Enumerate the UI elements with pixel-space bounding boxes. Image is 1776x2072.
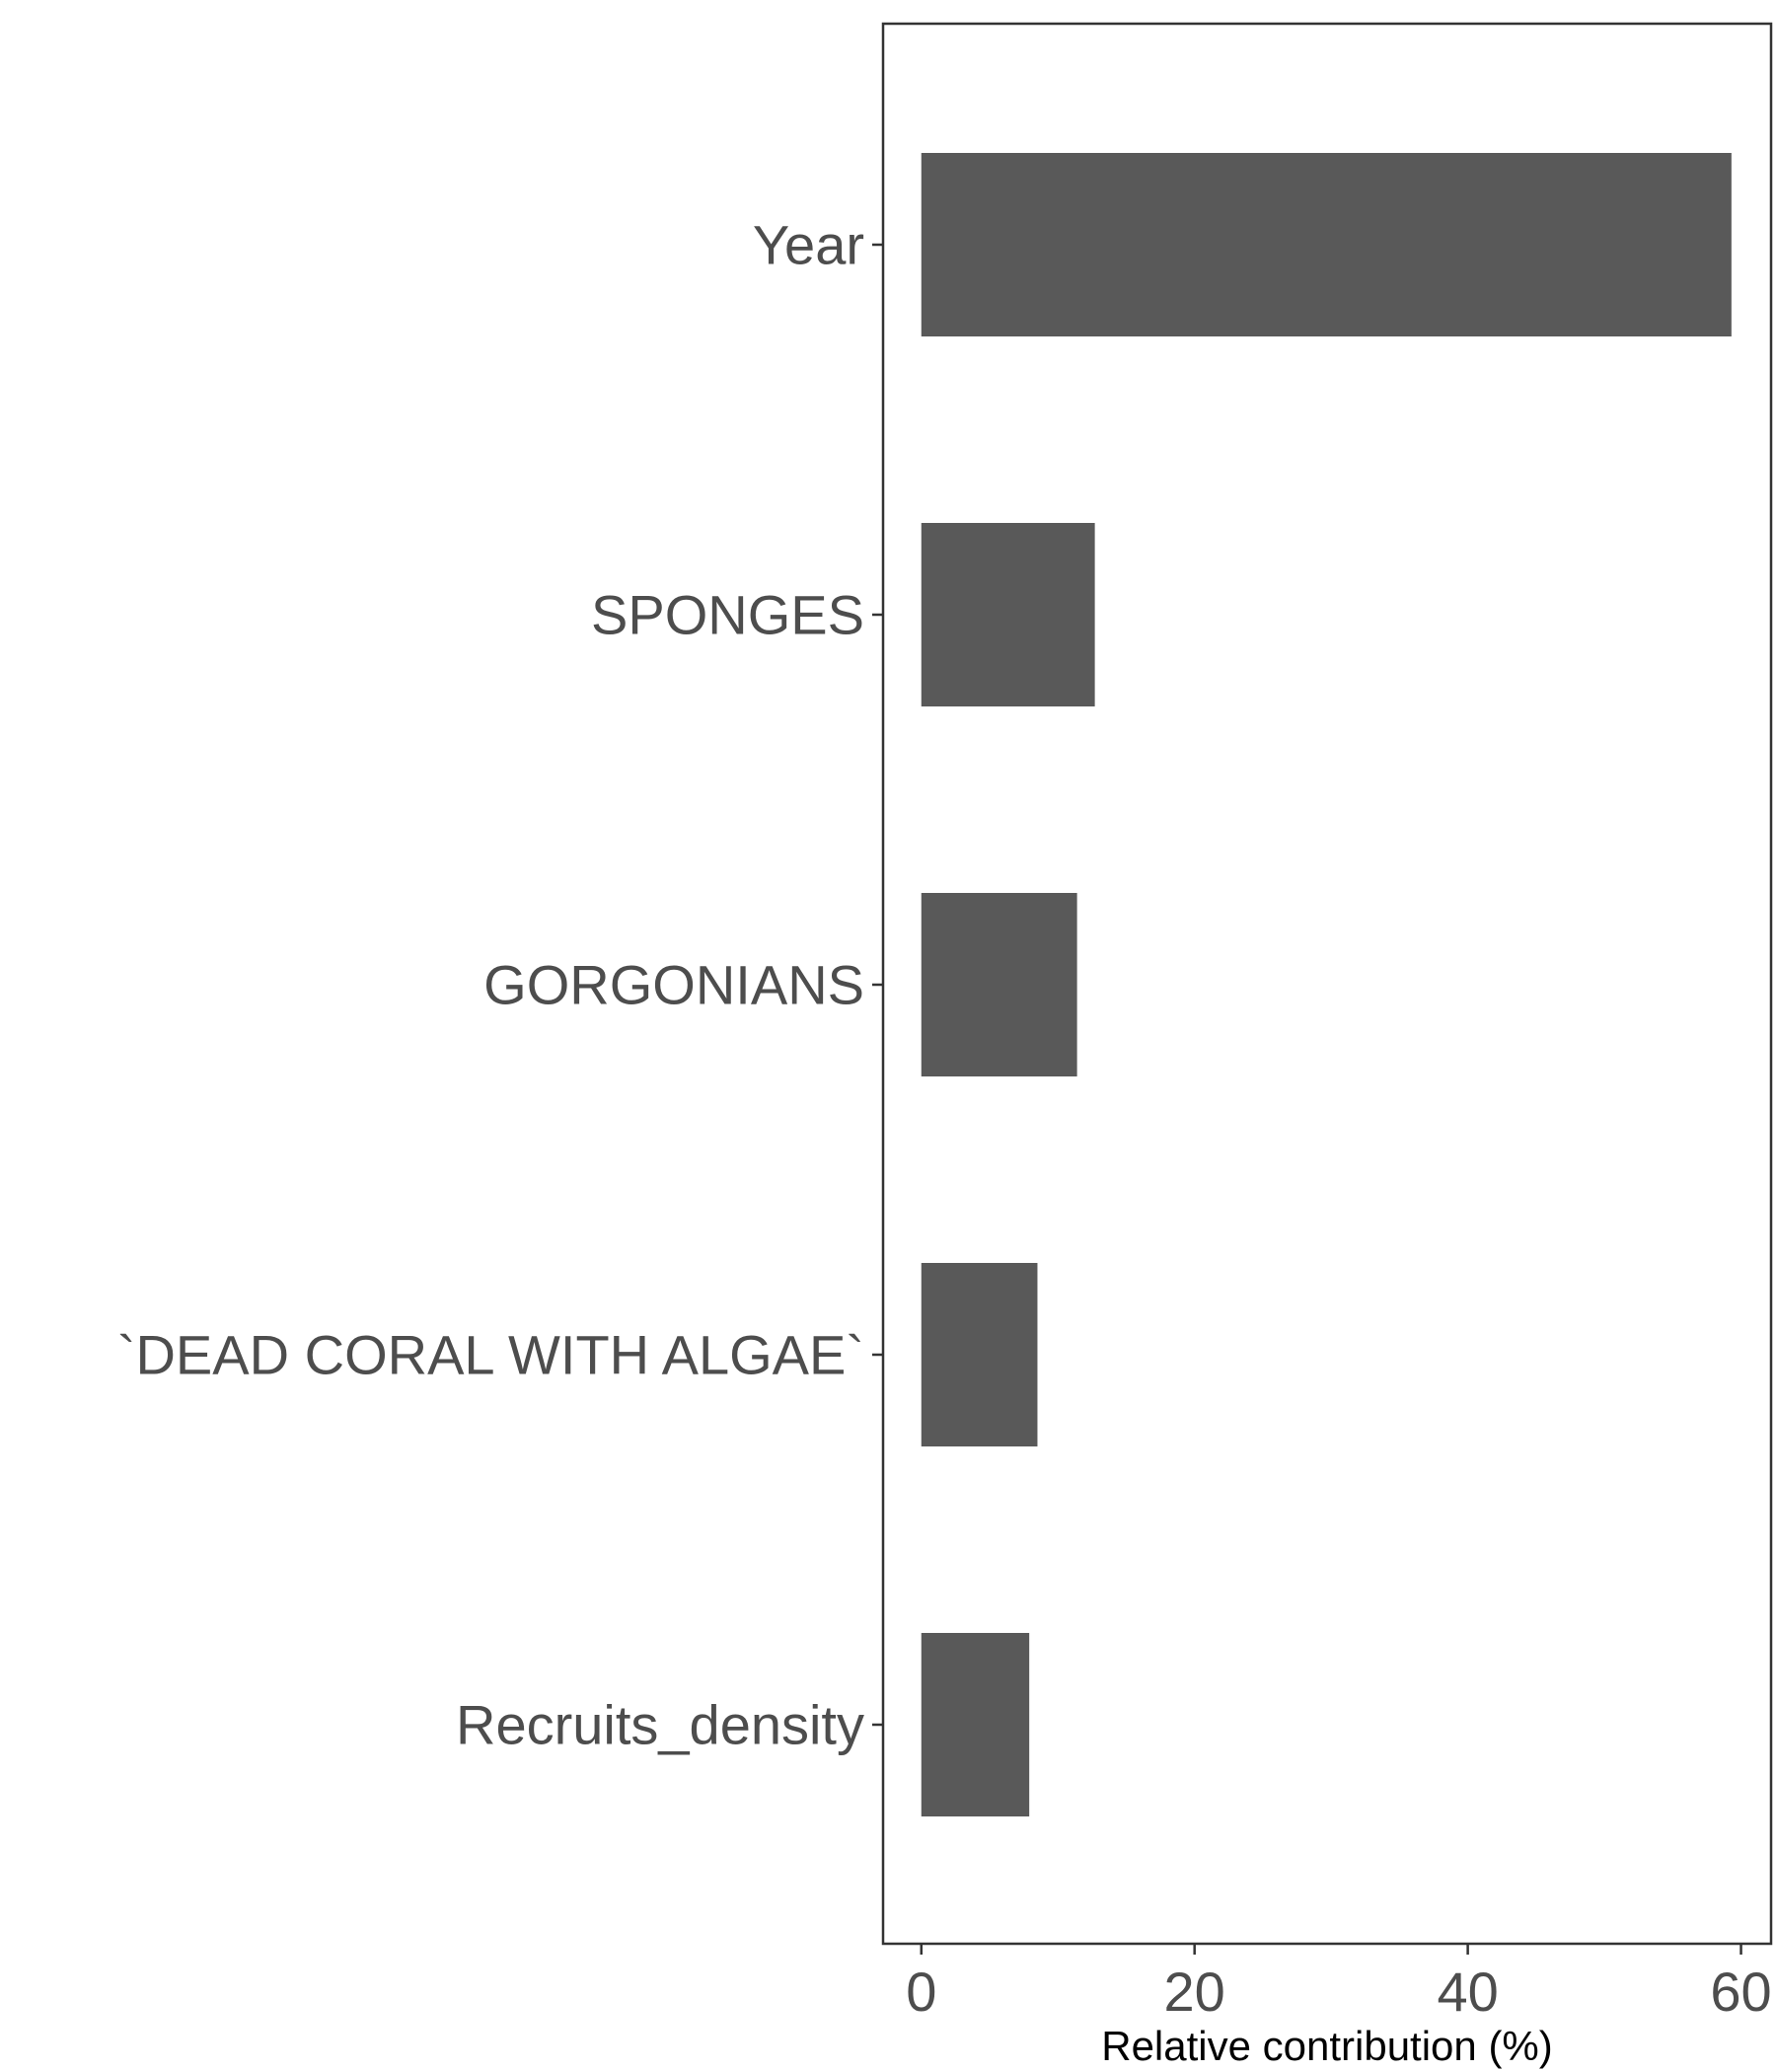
bar-0 (921, 153, 1732, 336)
bar-2 (921, 893, 1077, 1076)
y-tick-label-0: Year (753, 214, 864, 276)
bar-1 (921, 523, 1095, 706)
y-axis: Year SPONGES GORGONIANS `DEAD CORAL WITH AL… (117, 214, 883, 1756)
bars-group (921, 153, 1732, 1816)
bar-4 (921, 1633, 1030, 1816)
y-tick-label-3: `DEAD CORAL WITH ALGAE` (117, 1324, 864, 1386)
y-tick-label-2: GORGONIANS (483, 954, 864, 1016)
x-tick-label-0: 0 (906, 1961, 936, 2023)
y-tick-label-4: Recruits_density (456, 1694, 864, 1756)
x-axis: 0 20 40 60 (906, 1944, 1772, 2023)
x-axis-title: Relative contribution (%) (1101, 2023, 1553, 2069)
x-tick-label-1: 20 (1164, 1961, 1225, 2023)
y-tick-label-1: SPONGES (591, 584, 864, 646)
x-tick-label-3: 60 (1710, 1961, 1771, 2023)
x-tick-label-2: 40 (1437, 1961, 1498, 2023)
bar-3 (921, 1263, 1038, 1446)
